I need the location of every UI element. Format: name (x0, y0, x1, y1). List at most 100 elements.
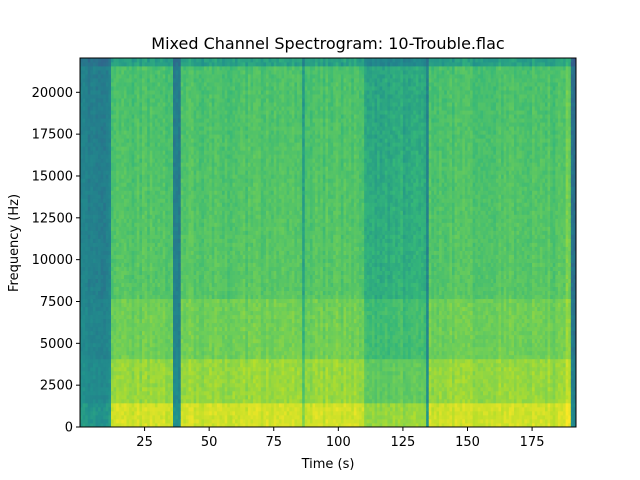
heatmap-cell (144, 78, 148, 83)
heatmap-cell (154, 374, 158, 380)
heatmap-cell (139, 358, 143, 364)
heatmap-cell (98, 170, 102, 175)
heatmap-cell (178, 146, 182, 151)
heatmap-cell (196, 62, 200, 67)
heatmap-cell (113, 310, 117, 316)
heatmap-cell (216, 318, 220, 324)
heatmap-cell (173, 294, 176, 300)
heatmap-cell (131, 182, 135, 187)
heatmap-cell (85, 250, 89, 255)
heatmap-cell (103, 258, 107, 263)
heatmap-cell (173, 66, 176, 71)
heatmap-cell (144, 146, 148, 151)
heatmap-cell (129, 74, 133, 79)
heatmap-cell (144, 270, 148, 275)
heatmap-cell (147, 250, 151, 255)
heatmap-cell (180, 422, 184, 428)
heatmap-cell (214, 110, 218, 115)
heatmap-cell (196, 206, 200, 211)
heatmap-cell (180, 262, 184, 267)
heatmap-cell (87, 78, 91, 83)
heatmap-cell (198, 202, 202, 207)
heatmap-cell (129, 314, 133, 320)
heatmap-cell (116, 106, 120, 111)
heatmap-cell (154, 210, 158, 215)
heatmap-cell (82, 238, 86, 243)
heatmap-cell (144, 354, 148, 360)
heatmap-cell (126, 386, 130, 392)
heatmap-cell (126, 126, 130, 131)
heatmap-cell (204, 270, 207, 275)
heatmap-cell (134, 314, 138, 320)
heatmap-cell (126, 422, 130, 428)
heatmap-cell (204, 330, 207, 336)
heatmap-cell (149, 318, 153, 324)
heatmap-cell (121, 374, 125, 380)
heatmap-cell (188, 342, 192, 348)
heatmap-cell (103, 298, 107, 304)
heatmap-cell (123, 114, 127, 119)
heatmap-cell (139, 102, 143, 107)
heatmap-cell (85, 182, 89, 187)
heatmap-cell (98, 146, 102, 151)
heatmap-cell (214, 162, 218, 167)
heatmap-cell (82, 162, 86, 167)
heatmap-cell (185, 414, 189, 420)
heatmap-cell (204, 278, 207, 284)
heatmap-cell (103, 78, 107, 83)
heatmap-cell (121, 334, 125, 340)
heatmap-cell (131, 86, 135, 91)
heatmap-cell (204, 374, 207, 380)
heatmap-cell (113, 74, 117, 79)
heatmap-cell (160, 214, 164, 219)
heatmap-cell (183, 150, 187, 155)
heatmap-cell (144, 246, 148, 251)
heatmap-cell (131, 290, 135, 296)
heatmap-cell (165, 162, 169, 167)
heatmap-cell (198, 78, 202, 83)
heatmap-cell (204, 86, 207, 91)
heatmap-cell (157, 222, 161, 227)
heatmap-cell (95, 386, 99, 392)
heatmap-cell (201, 194, 205, 199)
heatmap-cell (80, 266, 83, 271)
heatmap-cell (178, 162, 182, 167)
heatmap-cell (139, 398, 143, 404)
heatmap-cell (126, 406, 130, 412)
heatmap-cell (139, 122, 143, 127)
heatmap-cell (167, 258, 171, 263)
heatmap-cell (188, 210, 192, 215)
heatmap-cell (149, 298, 153, 304)
heatmap-cell (175, 418, 179, 424)
heatmap-cell (136, 310, 140, 316)
heatmap-cell (111, 158, 114, 163)
heatmap-cell (118, 290, 122, 296)
heatmap-cell (111, 346, 114, 352)
heatmap-cell (111, 126, 114, 131)
heatmap-cell (126, 390, 130, 396)
heatmap-cell (170, 66, 174, 71)
heatmap-cell (82, 70, 86, 75)
heatmap-cell (142, 318, 145, 324)
heatmap-cell (98, 370, 102, 376)
heatmap-cell (162, 142, 166, 147)
heatmap-cell (204, 354, 207, 360)
heatmap-cell (175, 242, 179, 247)
heatmap-cell (162, 106, 166, 111)
heatmap-cell (191, 338, 195, 344)
heatmap-cell (116, 70, 120, 75)
heatmap-cell (162, 370, 166, 376)
heatmap-cell (193, 222, 197, 227)
heatmap-cell (165, 254, 169, 259)
heatmap-cell (129, 334, 133, 340)
heatmap-cell (98, 194, 102, 199)
heatmap-cell (142, 406, 145, 412)
heatmap-cell (139, 98, 143, 103)
heatmap-cell (191, 194, 195, 199)
heatmap-cell (204, 126, 207, 131)
heatmap-cell (100, 414, 104, 420)
heatmap-cell (131, 390, 135, 396)
heatmap-cell (134, 294, 138, 300)
heatmap-cell (185, 250, 189, 255)
heatmap-cell (183, 202, 187, 207)
